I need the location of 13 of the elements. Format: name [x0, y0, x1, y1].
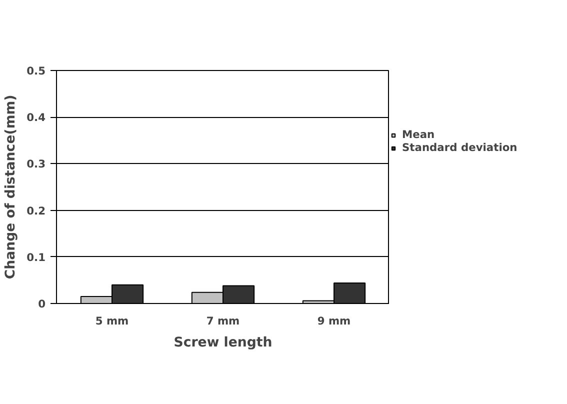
y-tick-label: 0.2	[26, 204, 46, 218]
y-tick-label: 0.5	[26, 64, 46, 78]
y-tick-label: 0.3	[26, 158, 46, 171]
y-axis-title: Change of distance(mm)	[4, 94, 19, 280]
legend-label: Standard deviation	[402, 141, 518, 154]
y-tick-label: 0.1	[26, 250, 46, 264]
x-axis-title: Screw length	[174, 336, 272, 350]
x-tick-label: 5 mm	[95, 314, 129, 328]
legend-label: Mean	[402, 128, 435, 141]
y-tick-label: 0	[38, 298, 46, 310]
x-tick-label: 7 mm	[206, 314, 240, 328]
x-tick-label: 9 mm	[317, 314, 351, 328]
y-tick-label: 0.4	[26, 111, 46, 124]
